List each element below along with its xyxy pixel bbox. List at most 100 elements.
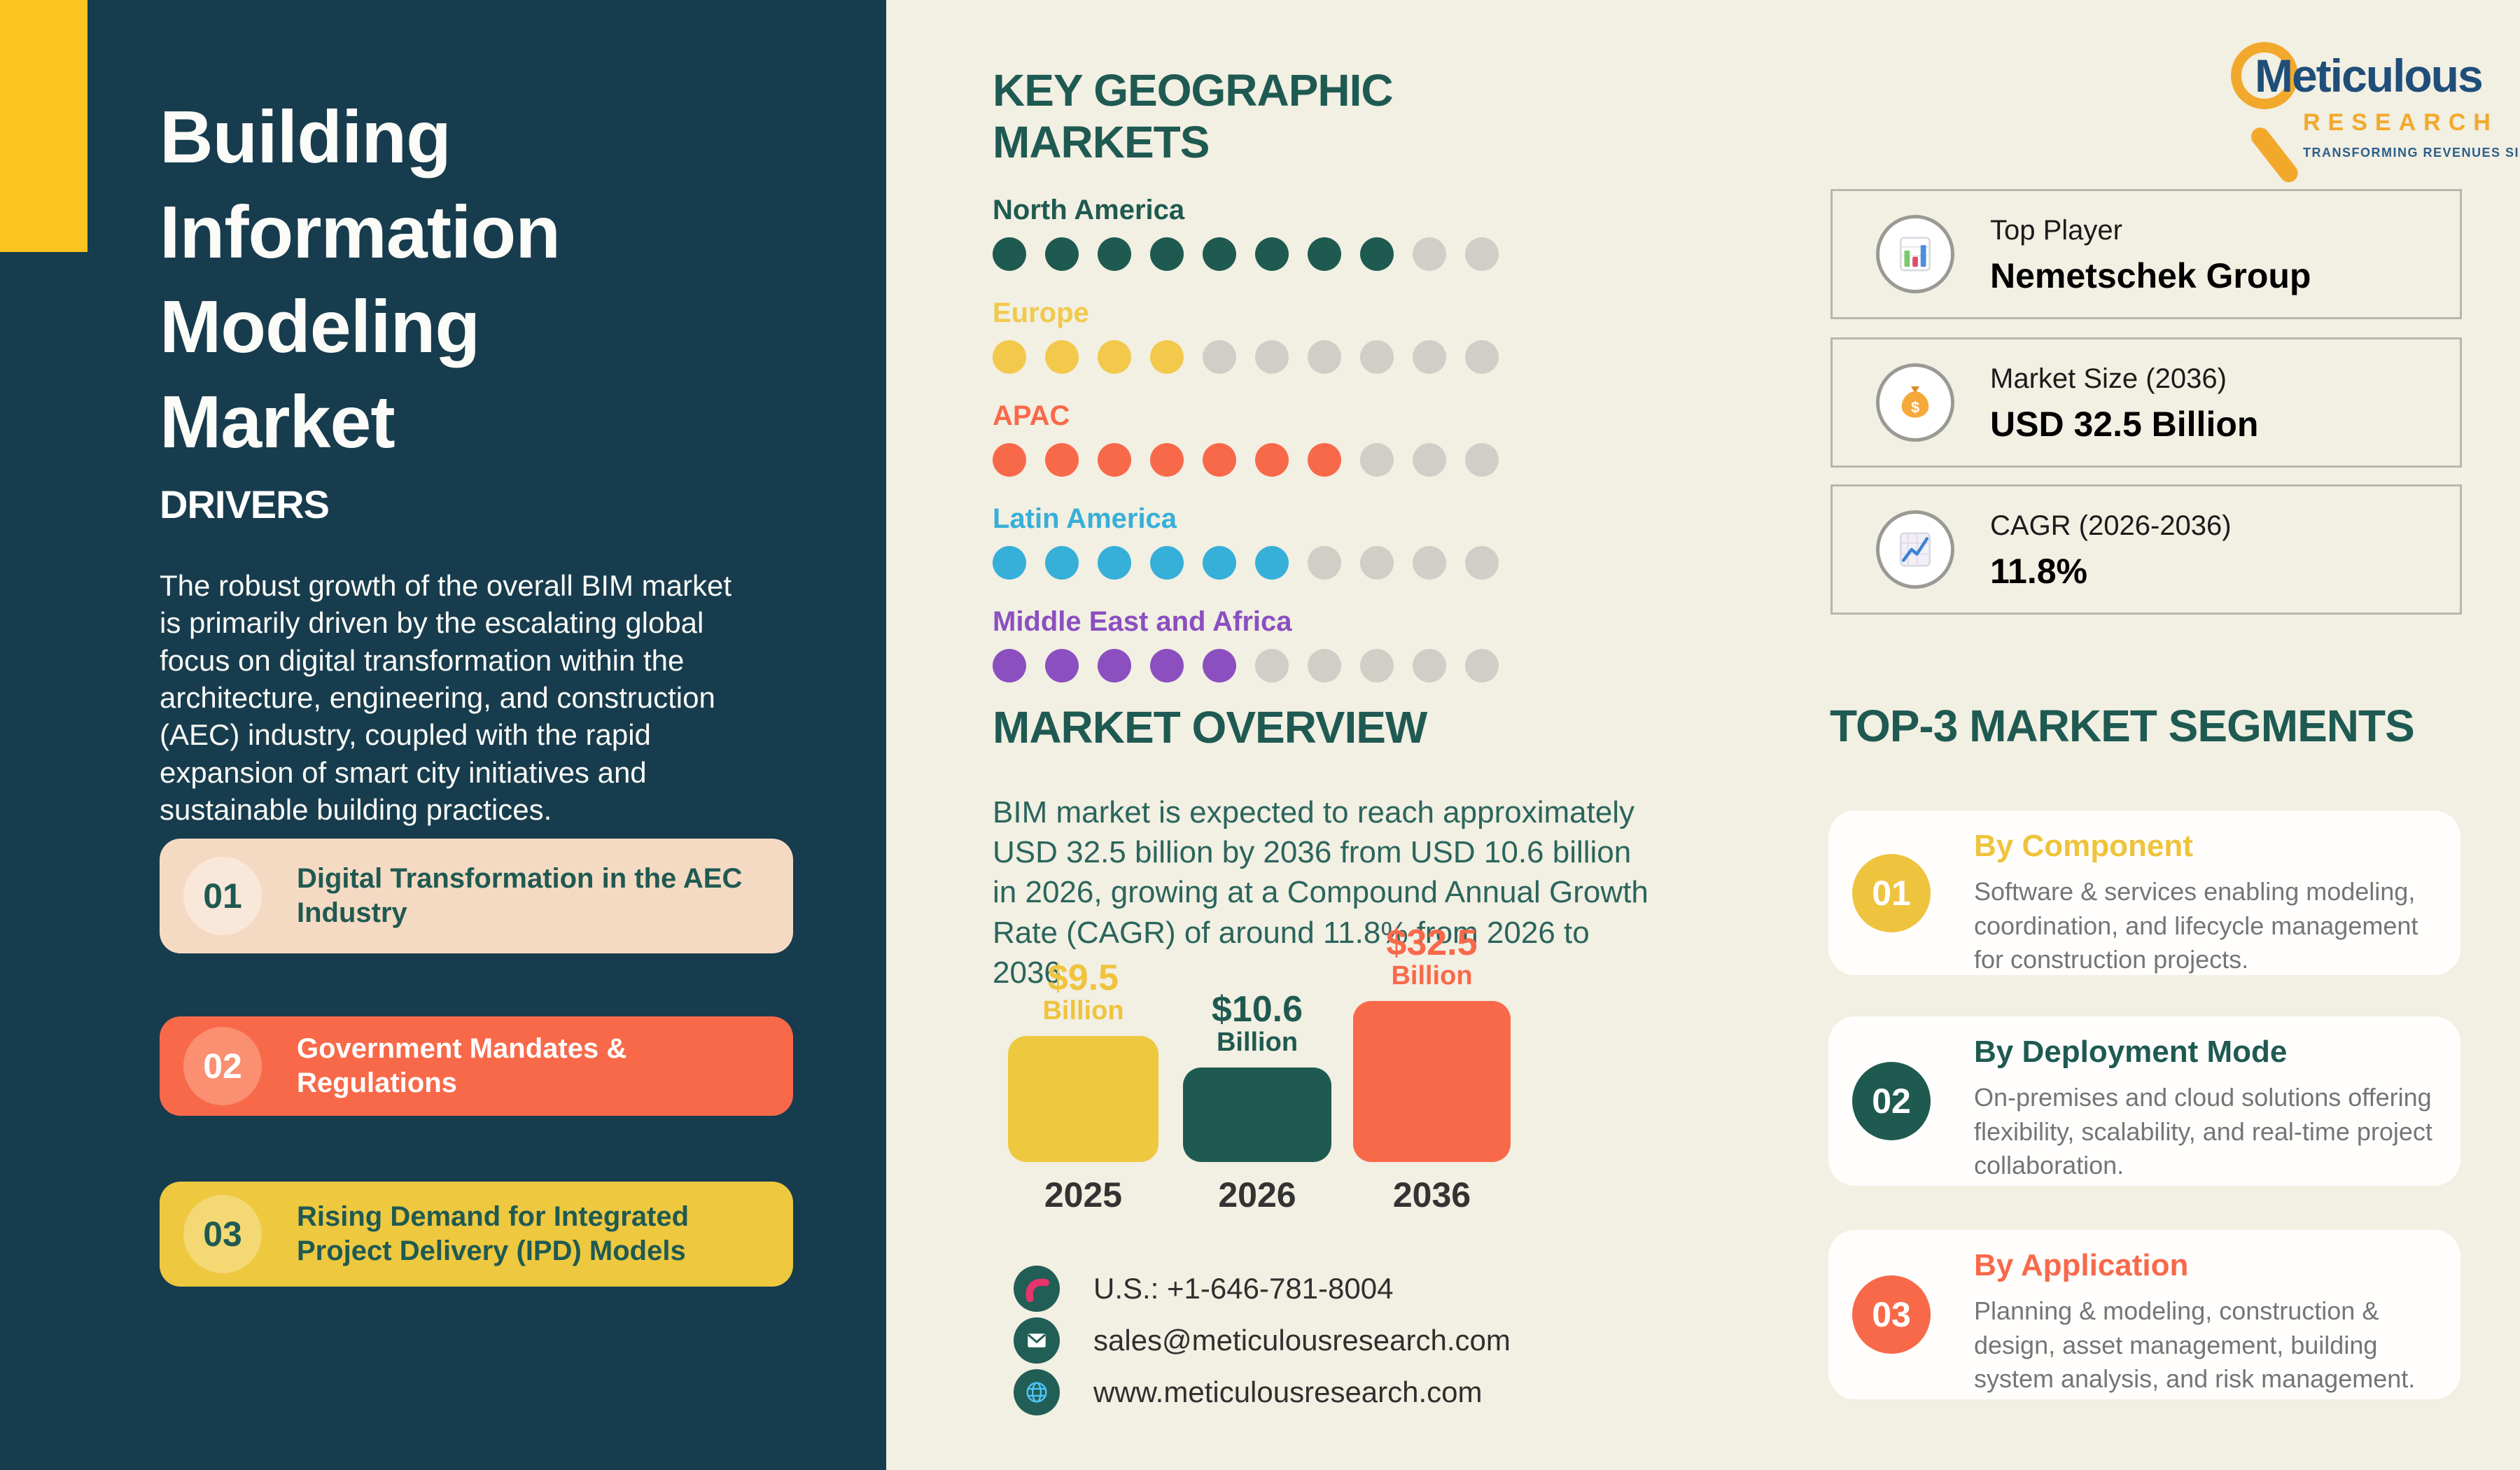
sidebar-panel: Building Information Modeling Market DRI… <box>0 0 886 1470</box>
dot-filled <box>993 340 1026 374</box>
dot-filled <box>993 649 1026 682</box>
contact-website-text: www.meticulousresearch.com <box>1093 1376 1483 1408</box>
dot-empty <box>1465 443 1499 477</box>
region-row-latin-america: Latin America <box>993 503 1525 580</box>
segment-description: On-premises and cloud solutions offering… <box>1974 1083 2432 1180</box>
dot-filled <box>1045 443 1079 477</box>
bar-value-label: $9.5 <box>1047 957 1119 998</box>
dot-filled <box>1150 546 1184 580</box>
meticulous-research-logo: Meticulous RESEARCH TRANSFORMING REVENUE… <box>2231 36 2520 186</box>
yellow-accent-block <box>0 0 88 252</box>
stat-label: CAGR (2026-2036) <box>1990 510 2232 541</box>
dot-filled <box>1150 237 1184 271</box>
segments-heading: TOP-3 MARKET SEGMENTS <box>1830 701 2415 751</box>
segment-description: Software & services enabling modeling, c… <box>1974 877 2418 974</box>
geo-heading: KEY GEOGRAPHIC MARKETS <box>993 65 1394 167</box>
segment-title: By Application <box>1974 1248 2189 1282</box>
bar-rect <box>1183 1068 1331 1162</box>
dot-empty <box>1203 340 1236 374</box>
market-size-bar-chart: $9.5 Billion $10.6 Billion $32.5 Billion… <box>993 910 1539 1274</box>
contact-phone-text: U.S.: +1-646-781-8004 <box>1093 1272 1394 1305</box>
segment-number-badge: 02 <box>1852 1062 1931 1140</box>
dot-filled <box>1255 443 1289 477</box>
dot-filled <box>1045 237 1079 271</box>
dot-empty <box>1465 237 1499 271</box>
segment-card-by-application: 03 By Application Planning & modeling, c… <box>1828 1230 2460 1399</box>
dot-empty <box>1308 340 1341 374</box>
bar-2036: $32.5 Billion <box>1353 924 1511 1162</box>
axis-label-2036: 2036 <box>1392 1175 1471 1214</box>
contact-phone-row: U.S.: +1-646-781-8004 <box>1014 1266 1393 1312</box>
dot-filled <box>1255 546 1289 580</box>
axis-label-2026: 2026 <box>1218 1175 1296 1214</box>
stat-label: Top Player <box>1990 215 2122 246</box>
dot-empty <box>1413 546 1446 580</box>
region-label: North America <box>993 195 1185 225</box>
region-dot-rating <box>993 237 1525 271</box>
contact-email-text: sales@meticulousresearch.com <box>1093 1324 1511 1357</box>
driver-card-3: 03 Rising Demand for Integrated Project … <box>160 1182 793 1287</box>
dot-empty <box>1308 649 1341 682</box>
contact-email-row: sales@meticulousresearch.com <box>1014 1317 1511 1364</box>
dot-filled <box>1098 546 1131 580</box>
dot-empty <box>1413 237 1446 271</box>
dot-filled <box>1360 237 1394 271</box>
driver-card-1: 01 Digital Transformation in the AEC Ind… <box>160 839 793 953</box>
stat-label: Market Size (2036) <box>1990 363 2227 394</box>
dot-filled <box>1255 237 1289 271</box>
dot-empty <box>1360 340 1394 374</box>
region-dot-rating <box>993 649 1525 682</box>
dot-empty <box>1465 340 1499 374</box>
driver-number-badge: 01 <box>183 857 262 935</box>
svg-text:$: $ <box>1911 399 1919 416</box>
region-row-middle-east-africa: Middle East and Africa <box>993 606 1525 682</box>
region-label: APAC <box>993 400 1070 431</box>
segment-title: By Deployment Mode <box>1974 1035 2288 1069</box>
driver-card-label: Rising Demand for Integrated Project Del… <box>297 1201 690 1266</box>
dot-filled <box>993 443 1026 477</box>
segment-description: Planning & modeling, construction & desi… <box>1974 1296 2416 1394</box>
segment-number-badge: 03 <box>1852 1275 1931 1354</box>
dot-empty <box>1465 649 1499 682</box>
dot-filled <box>1098 237 1131 271</box>
segment-title: By Component <box>1974 829 2193 863</box>
dot-empty <box>1413 649 1446 682</box>
dot-filled <box>1045 546 1079 580</box>
bar-unit-label: Billion <box>1042 996 1124 1026</box>
contact-website-row: www.meticulousresearch.com <box>1014 1369 1483 1415</box>
dot-filled <box>1098 443 1131 477</box>
bar-value-label: $10.6 <box>1211 988 1303 1030</box>
region-label: Europe <box>993 298 1089 328</box>
driver-card-label: Digital Transformation in the AEC Indust… <box>297 863 743 928</box>
dot-filled <box>1308 443 1341 477</box>
region-dot-rating <box>993 443 1525 477</box>
region-label: Middle East and Africa <box>993 606 1292 637</box>
dot-filled <box>1150 340 1184 374</box>
dot-empty <box>1255 649 1289 682</box>
stat-value: Nemetschek Group <box>1990 256 2311 295</box>
bar-2025: $9.5 Billion <box>1008 959 1158 1162</box>
dot-filled <box>1098 649 1131 682</box>
market-overview-paragraph: BIM market is expected to reach approxim… <box>993 795 1648 990</box>
dot-filled <box>1308 237 1341 271</box>
key-geographic-markets-section: KEY GEOGRAPHIC MARKETS North America Eur… <box>993 64 1525 682</box>
dot-filled <box>993 237 1026 271</box>
dot-empty <box>1360 649 1394 682</box>
dot-filled <box>1203 546 1236 580</box>
segment-card-by-deployment-mode: 02 By Deployment Mode On-premises and cl… <box>1828 1016 2460 1186</box>
page-title: Building Information Modeling Market <box>160 96 561 464</box>
region-dot-rating <box>993 546 1525 580</box>
logo-name: Meticulous <box>2255 50 2484 102</box>
bar-unit-label: Billion <box>1216 1028 1298 1058</box>
region-row-apac: APAC <box>993 400 1525 477</box>
logo-subtitle: RESEARCH <box>2303 109 2498 136</box>
bar-chart-icon <box>1876 215 1954 293</box>
dot-empty <box>1465 546 1499 580</box>
region-row-europe: Europe <box>993 298 1525 374</box>
drivers-heading: DRIVERS <box>160 482 330 526</box>
logo-tagline: TRANSFORMING REVENUES SINCE 2010 <box>2303 146 2520 160</box>
axis-label-2025: 2025 <box>1044 1175 1123 1214</box>
dot-filled <box>1045 340 1079 374</box>
dot-filled <box>1098 340 1131 374</box>
